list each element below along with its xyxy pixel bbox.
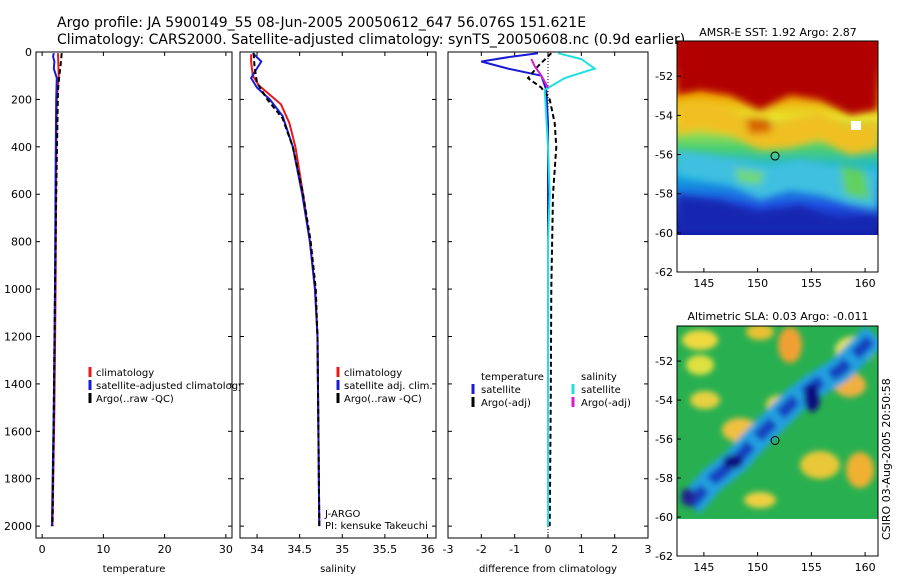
y-tick-label: -58 bbox=[655, 188, 673, 201]
y-tick-label: 200 bbox=[11, 93, 32, 106]
salinity-panel: 34 34.5 35 35.5 36 salinity climatology satelli… bbox=[239, 51, 437, 575]
x-tick-label: 35.5 bbox=[373, 543, 398, 556]
y-tick-label: 1200 bbox=[4, 330, 32, 343]
x-axis-label: difference from climatology bbox=[479, 564, 617, 575]
y-tick-label: 0 bbox=[25, 46, 32, 59]
x-tick-label: 30 bbox=[219, 543, 233, 556]
x-tick-label: 34.5 bbox=[287, 543, 312, 556]
y-tick-label: -60 bbox=[655, 227, 673, 240]
annotation-text: PI: kensuke Takeuchi bbox=[325, 521, 428, 532]
y-tick-label: -56 bbox=[655, 149, 673, 162]
y-tick-label: -58 bbox=[655, 472, 673, 485]
series-line bbox=[526, 52, 558, 527]
x-tick-label: 155 bbox=[801, 561, 822, 574]
x-tick-label: 0 bbox=[39, 543, 46, 556]
x-tick-label: 34 bbox=[250, 543, 264, 556]
footer-stamp: CSIRO 03-Aug-2005 20:50:58 bbox=[880, 378, 893, 540]
x-tick-label: 35 bbox=[335, 543, 349, 556]
temperature-panel: 0 10 20 30 0 200 400 600 800 1000 1200 1400 1600 1800… bbox=[4, 46, 244, 575]
legend-label: satellite bbox=[581, 385, 621, 396]
x-tick-label: 145 bbox=[693, 277, 714, 290]
x-axis-label: temperature bbox=[103, 564, 166, 575]
sst-map-title: AMSR-E SST: 1.92 Argo: 2.87 bbox=[699, 26, 857, 39]
series-line bbox=[530, 58, 549, 89]
x-tick-label: 2 bbox=[611, 543, 618, 556]
sst-field bbox=[677, 41, 878, 235]
y-tick-label: 400 bbox=[11, 141, 32, 154]
x-tick-label: -1 bbox=[509, 543, 520, 556]
legend-label: climatology bbox=[344, 368, 402, 379]
salinity-axes-frame bbox=[239, 51, 437, 539]
series-line bbox=[50, 53, 58, 527]
difference-panel: -3 -2 -1 0 1 2 3 difference from climatology tem… bbox=[443, 51, 652, 575]
sla-field bbox=[677, 326, 878, 519]
x-tick-label: -3 bbox=[443, 543, 454, 556]
y-tick-label: 1800 bbox=[4, 473, 32, 486]
legend-label: satellite-adjusted climatology bbox=[96, 381, 244, 392]
legend-label: salinity bbox=[581, 372, 617, 383]
legend-label: Argo(-adj) bbox=[581, 398, 631, 409]
header-line-2: Climatology: CARS2000. Satellite-adjuste… bbox=[57, 32, 685, 48]
y-tick-label: -56 bbox=[655, 433, 673, 446]
legend-label: satellite adj. clim. bbox=[344, 381, 433, 392]
y-tick-label: -52 bbox=[655, 355, 673, 368]
x-tick-label: 0 bbox=[545, 543, 552, 556]
x-tick-label: 20 bbox=[158, 543, 172, 556]
legend-label: climatology bbox=[96, 368, 154, 379]
x-tick-label: -2 bbox=[476, 543, 487, 556]
sst-missing-data-spot bbox=[851, 121, 861, 130]
y-tick-label: -60 bbox=[655, 511, 673, 524]
legend-label: Argo(..raw -QC) bbox=[344, 394, 422, 405]
x-tick-label: 10 bbox=[96, 543, 110, 556]
y-tick-label: 1600 bbox=[4, 425, 32, 438]
y-tick-label: 2000 bbox=[4, 520, 32, 533]
series-line bbox=[543, 52, 597, 527]
series-line bbox=[481, 52, 549, 527]
header-line-1: Argo profile: JA 5900149_55 08-Jun-2005 … bbox=[57, 15, 586, 31]
x-tick-label: 36 bbox=[420, 543, 434, 556]
y-tick-label: 800 bbox=[11, 236, 32, 249]
no-data-region bbox=[677, 236, 878, 272]
y-tick-label: -52 bbox=[655, 70, 673, 83]
x-tick-label: 3 bbox=[645, 543, 652, 556]
y-tick-label: 1400 bbox=[4, 378, 32, 391]
x-axis-label: salinity bbox=[320, 564, 356, 575]
legend-label: temperature bbox=[481, 372, 544, 383]
y-tick-label: -54 bbox=[655, 394, 673, 407]
x-tick-label: 145 bbox=[693, 561, 714, 574]
y-tick-label: -54 bbox=[655, 109, 673, 122]
legend-label: satellite bbox=[481, 385, 521, 396]
sst-map-frame bbox=[676, 40, 879, 273]
x-tick-label: 150 bbox=[747, 277, 768, 290]
y-tick-label: -62 bbox=[655, 266, 673, 279]
series-line bbox=[252, 53, 321, 527]
series-line bbox=[51, 53, 63, 527]
x-tick-label: 160 bbox=[855, 561, 876, 574]
no-data-region bbox=[677, 518, 878, 556]
argo-position-marker bbox=[770, 436, 780, 446]
x-tick-label: 150 bbox=[747, 561, 768, 574]
sla-map-title: Altimetric SLA: 0.03 Argo: -0.011 bbox=[688, 310, 869, 323]
x-tick-label: 155 bbox=[801, 277, 822, 290]
legend-label: Argo(..raw -QC) bbox=[96, 394, 174, 405]
y-tick-label: 600 bbox=[11, 188, 32, 201]
sla-map-panel: Altimetric SLA: 0.03 Argo: -0.011 bbox=[655, 310, 879, 574]
temperature-axes-frame bbox=[35, 51, 233, 539]
legend-label: Argo(-adj) bbox=[481, 398, 531, 409]
argo-position-marker bbox=[770, 151, 780, 161]
x-tick-label: 160 bbox=[855, 277, 876, 290]
y-tick-label: -62 bbox=[655, 550, 673, 563]
annotation-text: J-ARGO bbox=[324, 509, 361, 520]
x-tick-label: 1 bbox=[578, 543, 585, 556]
y-tick-label: 1000 bbox=[4, 283, 32, 296]
sst-map-panel: AMSR-E SST: 1.92 Argo: 2.87 145 150 155 160… bbox=[655, 26, 879, 290]
sla-map-frame bbox=[676, 325, 879, 557]
